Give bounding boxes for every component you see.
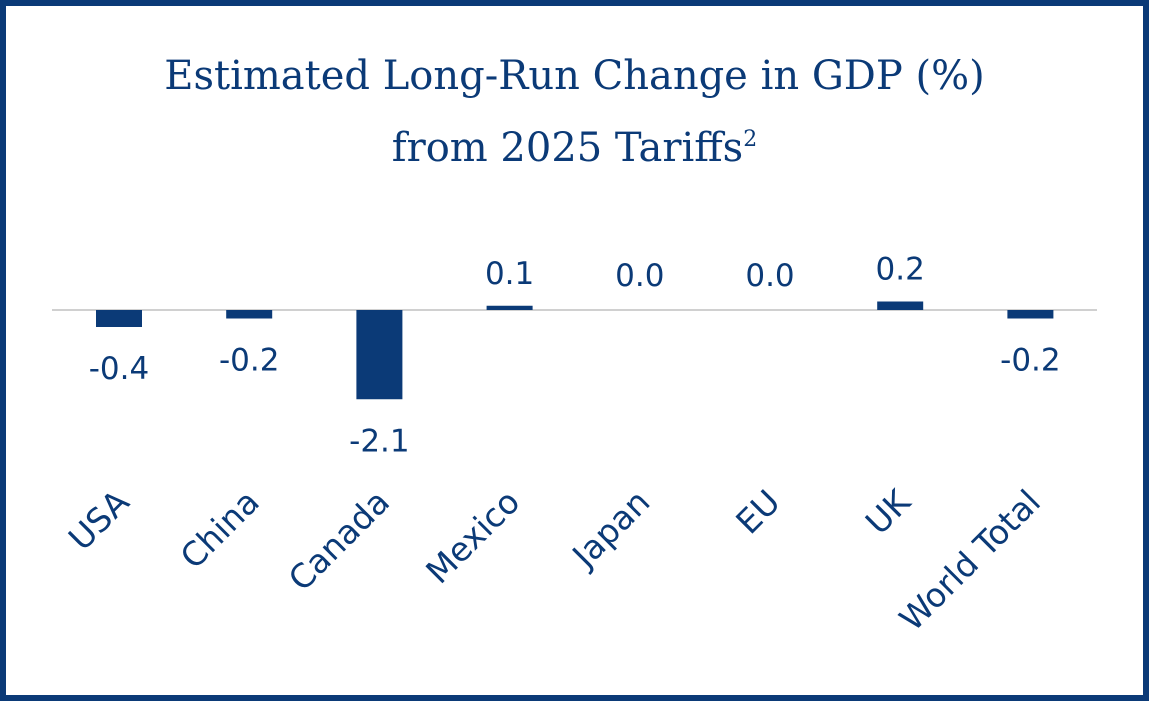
data-label-world-total: -0.2 (1000, 343, 1061, 379)
bar-world-total (1007, 310, 1054, 319)
bar-uk (877, 301, 924, 310)
data-label-mexico: 0.1 (485, 256, 534, 292)
category-label-usa: USA (61, 482, 137, 558)
chart-title-line2: from 2025 Tariffs2 (391, 125, 758, 171)
data-label-eu: 0.0 (745, 258, 794, 294)
category-label-uk: UK (858, 481, 919, 542)
data-label-canada: -2.1 (349, 423, 410, 459)
data-label-uk: 0.2 (876, 252, 925, 288)
category-label-mexico: Mexico (418, 482, 527, 591)
data-label-japan: 0.0 (615, 258, 664, 294)
bar-mexico (486, 305, 533, 310)
data-label-usa: -0.4 (89, 351, 150, 387)
category-label-canada: Canada (281, 482, 397, 598)
chart-title-line1: Estimated Long-Run Change in GDP (%) (164, 53, 985, 99)
data-label-china: -0.2 (219, 343, 280, 379)
category-label-japan: Japan (563, 482, 657, 576)
bar-usa (96, 310, 142, 327)
title-footnote-marker: 2 (743, 127, 758, 152)
category-label-eu: EU (728, 482, 787, 541)
category-label-world-total: World Total (892, 482, 1048, 638)
category-label-china: China (173, 482, 267, 576)
bar-china (226, 310, 273, 319)
bar-canada (356, 310, 403, 400)
